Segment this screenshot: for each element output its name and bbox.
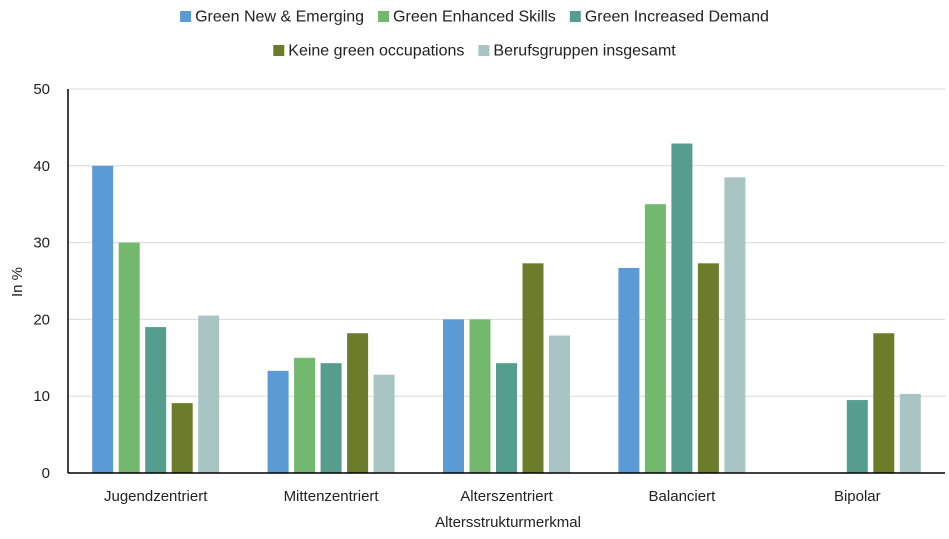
legend-swatch [180, 11, 192, 22]
legend-item: Green Increased Demand [569, 9, 769, 26]
x-tick-label: Mittenzentriert [284, 488, 380, 505]
axes: 0 10 20 30 40 50 Jugendzentriert Mittenzentrier… [33, 81, 945, 505]
legend-label: Green Increased Demand [585, 9, 769, 26]
bar-berufsgruppen-insgesamt-jugendzentriert [198, 315, 220, 473]
bar-green-new-emerging-mittenzentriert [267, 370, 289, 473]
y-tick-label: 30 [33, 235, 50, 252]
legend-row: Green New & Emerging Green Enhanced Skill… [180, 9, 769, 26]
legend-label: Green Enhanced Skills [393, 9, 556, 26]
bar-keine-green-occupations-balanciert [697, 263, 719, 473]
bar-berufsgruppen-insgesamt-balanciert [724, 177, 746, 473]
legend-label: Keine green occupations [288, 43, 464, 60]
legend-swatch [569, 11, 581, 22]
legend-item: Keine green occupations [273, 43, 464, 60]
bar-green-increased-demand-jugendzentriert [145, 327, 167, 473]
bar-green-enhanced-skills-alterszentriert [469, 319, 491, 473]
bars [92, 143, 921, 474]
x-tick-label: Balanciert [649, 488, 717, 505]
bar-green-new-emerging-alterszentriert [443, 319, 464, 473]
bar-keine-green-occupations-alterszentriert [522, 263, 544, 473]
y-axis-label: In % [9, 267, 26, 297]
bar-green-new-emerging-jugendzentriert [92, 165, 114, 474]
x-tick-label: Alterszentriert [460, 488, 553, 505]
legend-item: Green Enhanced Skills [378, 9, 556, 26]
x-tick-label: Bipolar [834, 488, 881, 505]
x-axis-label: Altersstrukturmerkmal [435, 514, 581, 531]
legend-item: Berufsgruppen insgesamt [478, 43, 676, 60]
bar-green-increased-demand-balanciert [671, 143, 693, 473]
bar-green-new-emerging-balanciert [618, 267, 640, 473]
y-tick-label: 10 [33, 388, 50, 405]
bar-keine-green-occupations-mittenzentriert [347, 333, 369, 473]
bar-green-increased-demand-bipolar [846, 400, 868, 473]
y-tick-label: 40 [33, 158, 50, 175]
bar-green-enhanced-skills-mittenzentriert [294, 357, 316, 473]
legend-item: Green New & Emerging [180, 9, 364, 26]
bar-green-increased-demand-alterszentriert [496, 363, 517, 473]
bar-green-increased-demand-mittenzentriert [320, 363, 342, 473]
legend-row: Keine green occupations Berufsgruppen ins… [273, 43, 676, 60]
bar-keine-green-occupations-jugendzentriert [171, 403, 193, 473]
bar-green-enhanced-skills-balanciert [644, 204, 666, 473]
y-tick-label: 20 [33, 311, 50, 328]
y-tick-label: 50 [33, 81, 50, 98]
legend-swatch [273, 45, 285, 56]
bar-green-enhanced-skills-jugendzentriert [118, 242, 140, 473]
x-tick-label: Jugendzentriert [104, 488, 208, 505]
bar-berufsgruppen-insgesamt-mittenzentriert [373, 374, 395, 473]
legend-swatch [478, 45, 490, 56]
legend: Green New & Emerging Green Enhanced Skill… [180, 9, 769, 60]
bar-berufsgruppen-insgesamt-alterszentriert [549, 335, 570, 473]
legend-label: Berufsgruppen insgesamt [493, 43, 676, 60]
y-tick-label: 0 [42, 465, 50, 482]
legend-label: Green New & Emerging [195, 9, 364, 26]
bar-berufsgruppen-insgesamt-bipolar [899, 393, 921, 473]
bar-keine-green-occupations-bipolar [873, 333, 895, 473]
legend-swatch [378, 11, 390, 22]
